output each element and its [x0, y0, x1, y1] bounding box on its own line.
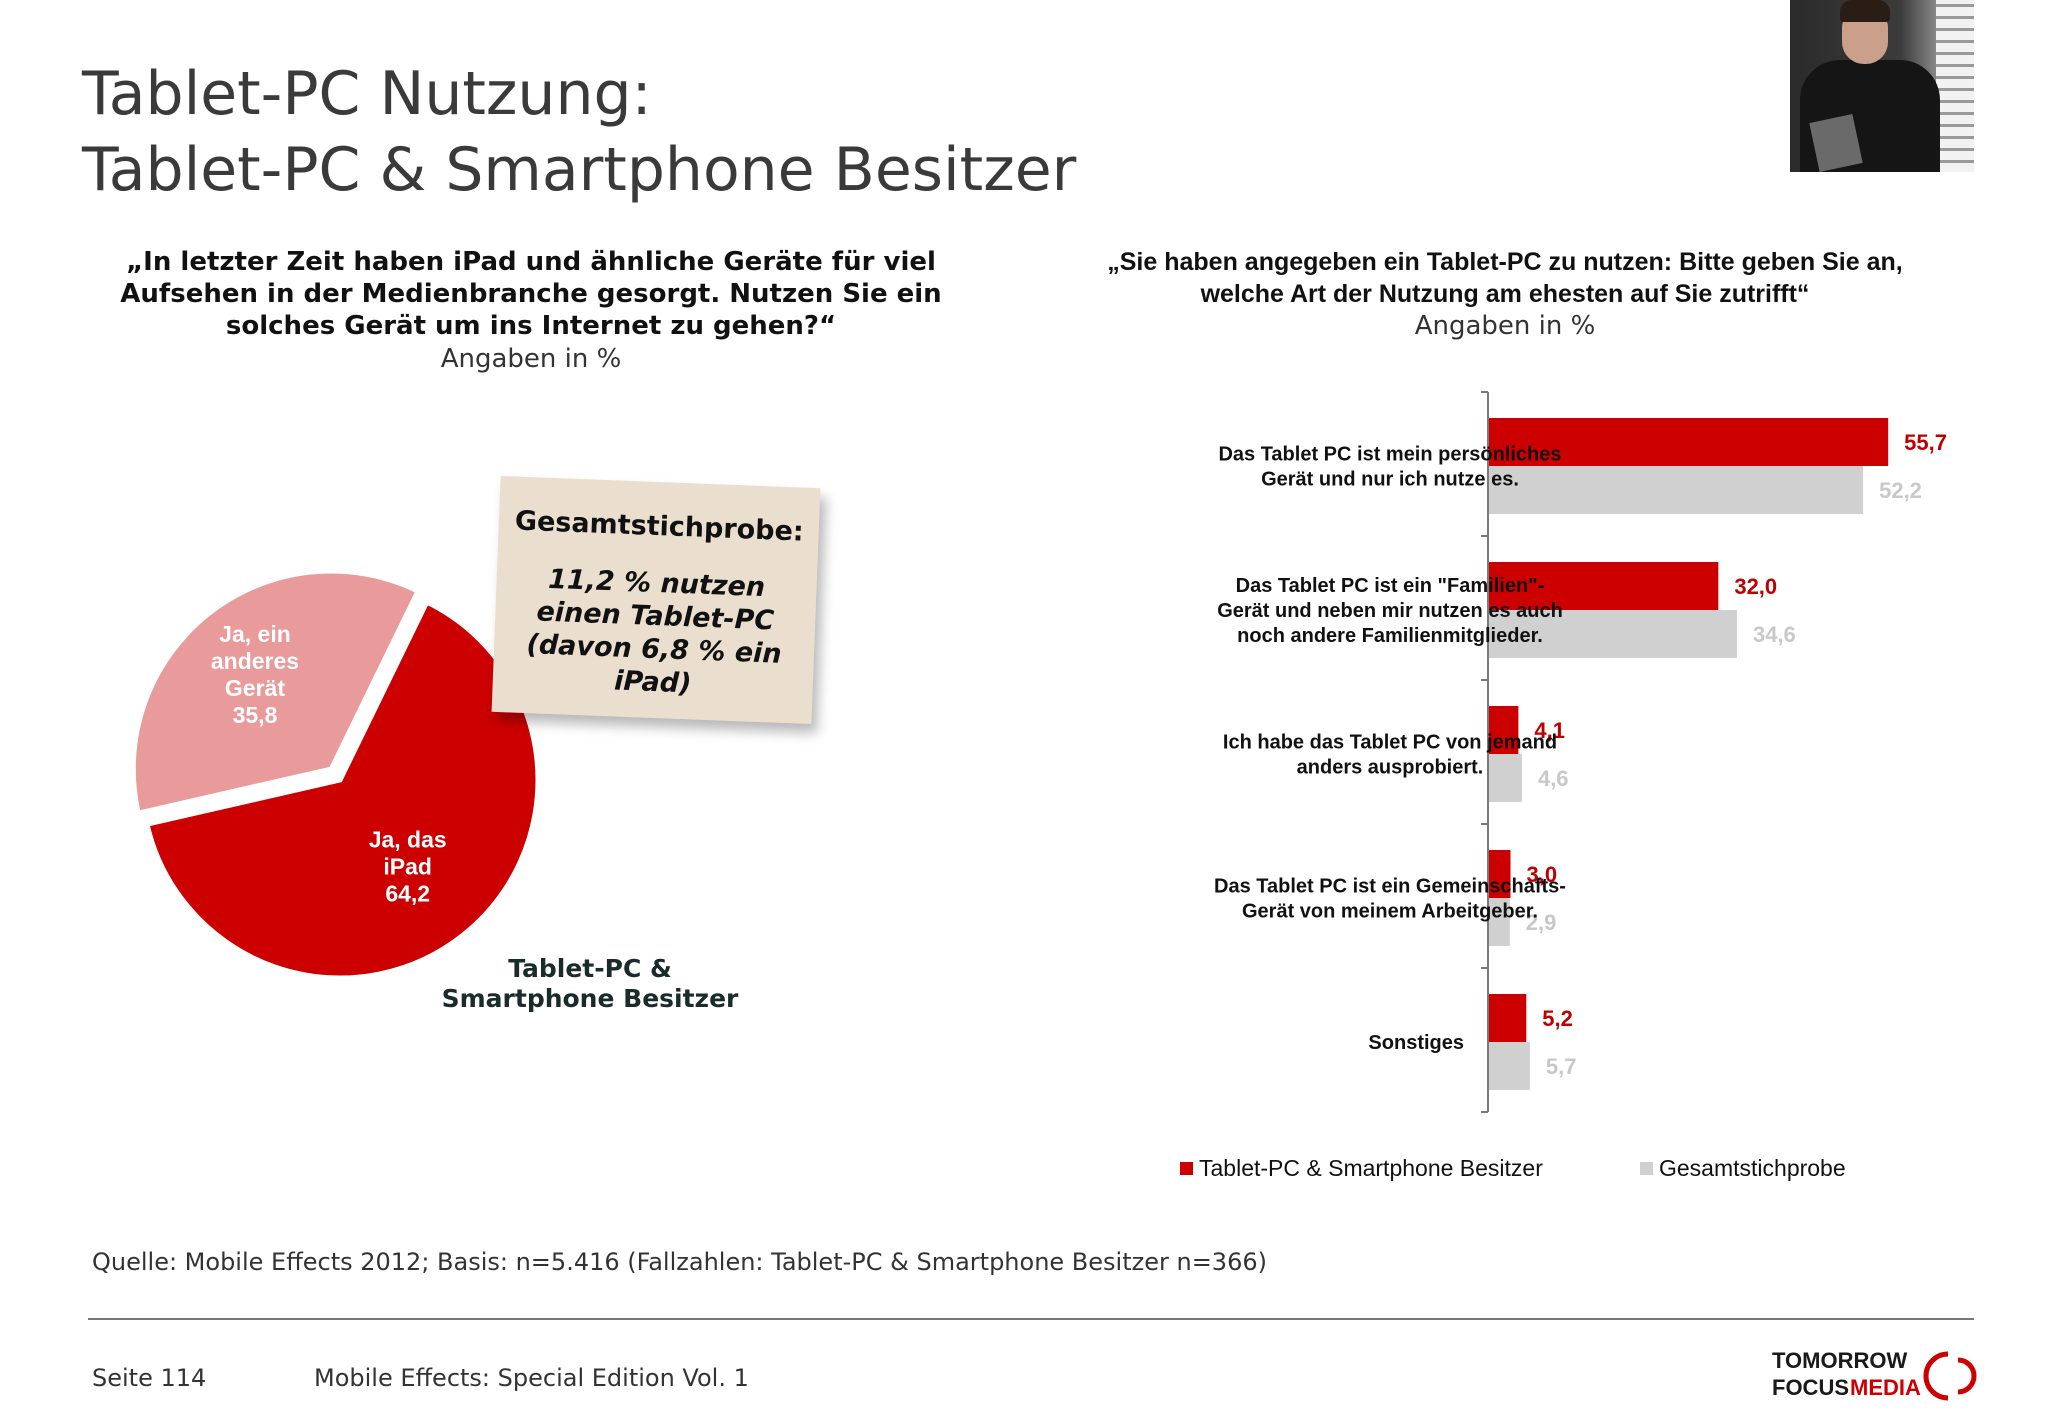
left-unit: Angaben in %: [440, 344, 622, 374]
right-question: „Sie haben angegeben ein Tablet-PC zu nu…: [1107, 248, 1903, 308]
pie-slice-label-0: Ja, das iPad 64,2: [369, 826, 447, 906]
footer-divider: [88, 1318, 1974, 1320]
bar-value-label: 5,7: [1546, 1054, 1577, 1079]
category-label-0: Das Tablet PC ist mein persönliches Gerät…: [1218, 444, 1561, 491]
category-label-2: Ich habe das Tablet PC von jemand anders …: [1223, 732, 1557, 779]
bar-value-label: 3,0: [1527, 862, 1558, 887]
category-label-line: Das Tablet PC ist ein Gemeinschafts-: [1214, 876, 1566, 898]
logo-focus: FOCUS: [1772, 1375, 1849, 1400]
category-label-3: Das Tablet PC ist ein Gemeinschafts- Gerä…: [1214, 876, 1566, 923]
pie-slice-label-line: 35,8: [233, 702, 278, 728]
category-label-4: Sonstiges: [1368, 1032, 1464, 1054]
pie-slice-label-line: Ja, ein: [219, 621, 291, 647]
bar-total-sample-2: [1489, 754, 1522, 802]
pie-slice-1: [130, 568, 422, 817]
category-label-line: Gerät und nur ich nutze es.: [1261, 469, 1519, 491]
legend-label-1: Gesamtstichprobe: [1659, 1155, 1846, 1181]
header-photo: [1790, 0, 1974, 172]
bar-value-label: 55,7: [1904, 430, 1947, 455]
pie-slice-label-line: Ja, das: [369, 826, 447, 852]
pie-caption: Tablet-PC & Smartphone Besitzer: [441, 954, 739, 1013]
photo-blind: [1936, 0, 1974, 172]
bar-value-label: 4,1: [1534, 718, 1565, 743]
legend-label-0: Tablet-PC & Smartphone Besitzer: [1199, 1155, 1543, 1181]
bar-tablet-owners-0: [1489, 418, 1889, 466]
bar-value-label: 2,9: [1526, 910, 1557, 935]
pie-slice-label-line: iPad: [383, 853, 432, 879]
pie-slice-label-1: Ja, ein anderes Gerät 35,8: [211, 621, 299, 728]
pie-slice-label-line: anderes: [211, 648, 299, 674]
bar-value-label: 5,2: [1542, 1006, 1573, 1031]
pie-chart: Ja, das iPad 64,2 Ja, ein anderes Gerät 35,8: [130, 568, 541, 981]
bar-total-sample-1: [1489, 610, 1737, 658]
bar-value-label: 52,2: [1879, 478, 1922, 503]
category-label-line: Das Tablet PC ist mein persönliches: [1218, 444, 1561, 466]
category-label-line: Gerät von meinem Arbeitgeber.: [1242, 901, 1538, 923]
bar-tablet-owners-3: [1489, 850, 1511, 898]
category-label-line: anders ausprobiert.: [1297, 757, 1484, 779]
bar-total-sample-4: [1489, 1042, 1530, 1090]
legend-swatch-1: [1640, 1162, 1653, 1175]
logo-ring-icon: [1923, 1351, 1949, 1401]
category-label-line: Ich habe das Tablet PC von jemand: [1223, 732, 1557, 754]
bar-tablet-owners-1: [1489, 562, 1719, 610]
category-label-1: Das Tablet PC ist ein "Familien"- Gerät u…: [1217, 575, 1563, 647]
category-label-line: Sonstiges: [1368, 1032, 1464, 1054]
note-body: 11,2 % nutzen einen Tablet-PC (davon 6,8…: [526, 563, 783, 700]
bar-value-label: 34,6: [1753, 622, 1796, 647]
category-label-line: noch andere Familienmitglieder.: [1237, 625, 1543, 647]
legend-swatch-0: [1180, 1162, 1193, 1175]
summary-note: Gesamtstichprobe: 11,2 % nutzen einen Ta…: [491, 475, 821, 725]
category-label-line: Das Tablet PC ist ein "Familien"-: [1236, 575, 1545, 597]
page-title-line-2: Tablet-PC & Smartphone Besitzer: [82, 135, 1077, 205]
logo-ring-inner-icon: [1957, 1357, 1977, 1395]
bar-value-label: 4,6: [1538, 766, 1569, 791]
left-question: „In letzter Zeit haben iPad und ähnliche…: [120, 247, 942, 341]
page-number: Seite 114: [92, 1364, 207, 1392]
bar-tablet-owners-2: [1489, 706, 1519, 754]
bar-tablet-owners-4: [1489, 994, 1527, 1042]
bar-total-sample-0: [1489, 466, 1864, 514]
page-title: Tablet-PC Nutzung: Tablet-PC & Smartphon…: [82, 56, 1076, 208]
category-label-line: Gerät und neben mir nutzen es auch: [1217, 600, 1563, 622]
edition-label: Mobile Effects: Special Edition Vol. 1: [314, 1364, 749, 1392]
pie-slice-label-line: 64,2: [385, 880, 430, 906]
note-heading: Gesamtstichprobe:: [514, 505, 805, 548]
logo-media: MEDIA: [1850, 1375, 1921, 1400]
pie-slice-label-line: Gerät: [225, 675, 285, 701]
bar-value-label: 32,0: [1734, 574, 1777, 599]
bar-chart: 55,7 52,2 Das Tablet PC ist mein persönlic…: [1180, 391, 1947, 1181]
right-unit: Angaben in %: [1414, 311, 1596, 341]
bar-total-sample-3: [1489, 898, 1510, 946]
source-note: Quelle: Mobile Effects 2012; Basis: n=5.…: [92, 1248, 1267, 1276]
company-logo: TOMORROW FOCUS MEDIA: [1772, 1348, 1977, 1401]
page-title-line-1: Tablet-PC Nutzung:: [82, 59, 652, 129]
logo-line-1: TOMORROW: [1772, 1348, 1907, 1373]
photo-hair: [1840, 0, 1890, 22]
